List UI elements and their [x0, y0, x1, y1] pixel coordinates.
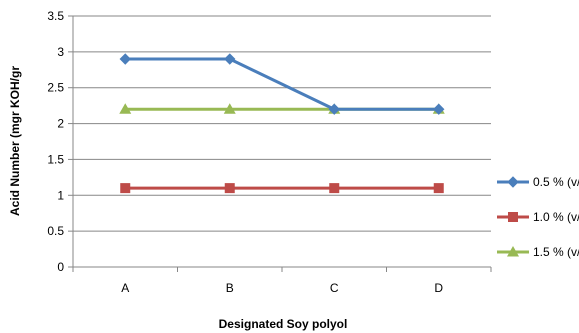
legend-marker: [507, 246, 519, 257]
x-tick-label: A: [121, 281, 129, 295]
legend-marker: [507, 176, 519, 188]
series-line: [123, 57, 441, 111]
y-tick-label: 2: [57, 117, 64, 131]
data-point: [223, 103, 236, 114]
gridlines: [73, 15, 491, 232]
x-tick-label: B: [226, 281, 234, 295]
data-point: [224, 53, 236, 65]
y-tick-label: 3.5: [47, 9, 64, 23]
x-tick-label: C: [330, 281, 339, 295]
y-tick-label: 2.5: [47, 81, 64, 95]
y-tick-label: 3: [57, 45, 64, 59]
y-tick-labels: 0 0.5 1 1.5 2 2.5 3 3.5: [47, 9, 64, 274]
legend: 0.5 % (v/v) 1.0 % (v/v) 1.5 % (v/v): [497, 175, 579, 259]
x-tick-labels: A B C D: [121, 281, 443, 295]
series-markers: [119, 53, 445, 194]
data-point: [328, 103, 340, 115]
data-point: [329, 183, 340, 194]
legend-marker: [508, 212, 518, 222]
y-axis-title: Acid Number (mgr KOH/gr: [8, 66, 22, 216]
y-tick-label: 0.5: [47, 224, 64, 238]
axes: [68, 15, 492, 272]
y-tick-label: 1: [57, 188, 64, 202]
data-point: [120, 183, 131, 194]
data-point: [119, 103, 132, 114]
legend-item: 0.5 % (v/v): [497, 175, 579, 189]
legend-label: 1.0 % (v/v): [533, 210, 579, 224]
legend-label: 0.5 % (v/v): [533, 175, 579, 189]
data-point: [433, 103, 445, 115]
y-tick-label: 0: [57, 260, 64, 274]
x-tick-label: D: [434, 281, 443, 295]
data-point: [224, 183, 235, 194]
y-tick-label: 1.5: [47, 152, 64, 166]
x-axis-title: Designated Soy polyol: [219, 317, 348, 331]
legend-item: 1.5 % (v/v): [497, 245, 579, 259]
legend-item: 1.0 % (v/v): [497, 210, 579, 224]
legend-label: 1.5 % (v/v): [533, 245, 579, 259]
data-point: [433, 183, 444, 194]
series-lines: [123, 57, 441, 190]
data-point: [119, 53, 131, 65]
